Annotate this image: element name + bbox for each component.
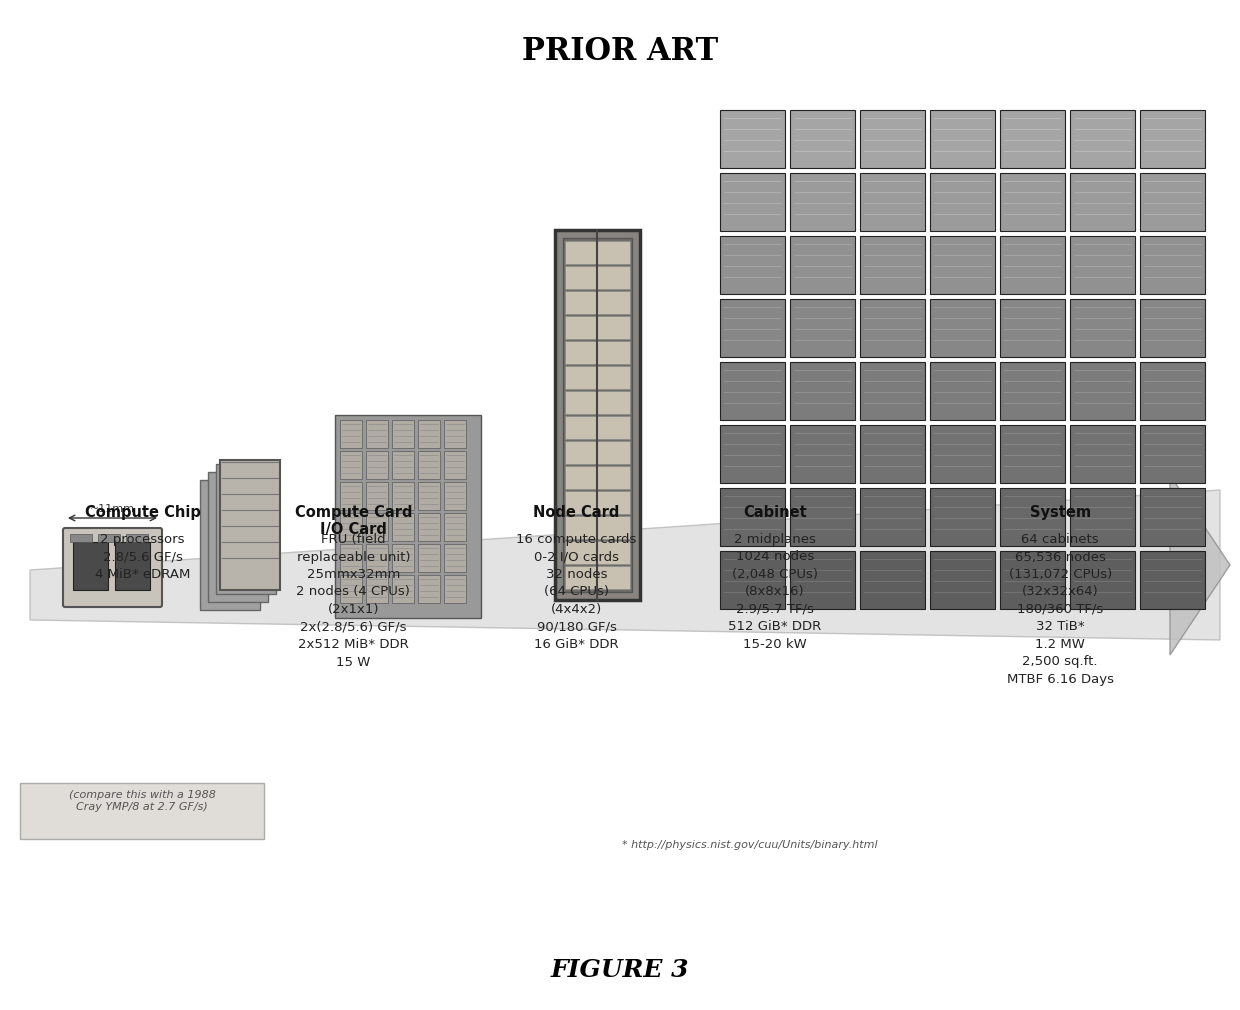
FancyBboxPatch shape [1140,299,1205,357]
FancyBboxPatch shape [999,488,1065,546]
FancyBboxPatch shape [216,464,277,594]
FancyBboxPatch shape [861,425,925,483]
FancyBboxPatch shape [999,425,1065,483]
FancyBboxPatch shape [1070,488,1135,546]
FancyBboxPatch shape [444,482,466,510]
FancyBboxPatch shape [999,236,1065,294]
FancyBboxPatch shape [930,488,994,546]
FancyBboxPatch shape [418,544,440,572]
FancyBboxPatch shape [418,482,440,510]
FancyBboxPatch shape [1070,299,1135,357]
FancyBboxPatch shape [1140,110,1205,168]
FancyBboxPatch shape [563,238,632,592]
FancyBboxPatch shape [790,236,856,294]
Text: Compute Chip: Compute Chip [84,505,201,520]
FancyBboxPatch shape [392,575,414,603]
Polygon shape [30,490,1220,640]
FancyBboxPatch shape [1140,173,1205,231]
FancyBboxPatch shape [219,460,280,590]
FancyBboxPatch shape [1070,173,1135,231]
FancyBboxPatch shape [1070,236,1135,294]
FancyBboxPatch shape [861,299,925,357]
FancyBboxPatch shape [1140,362,1205,420]
FancyBboxPatch shape [930,425,994,483]
FancyBboxPatch shape [565,291,630,314]
FancyBboxPatch shape [565,416,630,439]
FancyBboxPatch shape [790,362,856,420]
Text: Node Card: Node Card [533,505,620,520]
FancyBboxPatch shape [861,488,925,546]
FancyBboxPatch shape [73,542,108,590]
FancyBboxPatch shape [556,230,640,600]
FancyBboxPatch shape [720,173,785,231]
Text: Cabinet: Cabinet [743,505,807,520]
Text: * http://physics.nist.gov/cuu/Units/binary.html: * http://physics.nist.gov/cuu/Units/bina… [622,840,878,850]
Text: PRIOR ART: PRIOR ART [522,36,718,68]
Text: 16 compute cards
0-2 I/O cards
32 nodes
(64 CPUs)
(4x4x2)
90/180 GF/s
16 GiB* DD: 16 compute cards 0-2 I/O cards 32 nodes … [516,533,637,651]
FancyBboxPatch shape [790,299,856,357]
FancyBboxPatch shape [930,110,994,168]
FancyBboxPatch shape [444,451,466,479]
Text: FRU (field
replaceable unit)
25mmx32mm
2 nodes (4 CPUs)
(2x1x1)
2x(2.8/5.6) GF/s: FRU (field replaceable unit) 25mmx32mm 2… [296,533,410,669]
FancyBboxPatch shape [1140,236,1205,294]
FancyBboxPatch shape [565,466,630,489]
FancyBboxPatch shape [861,551,925,609]
FancyBboxPatch shape [861,173,925,231]
FancyBboxPatch shape [444,575,466,603]
Polygon shape [1171,475,1230,655]
FancyBboxPatch shape [392,420,414,448]
FancyBboxPatch shape [720,299,785,357]
FancyBboxPatch shape [565,391,630,414]
FancyBboxPatch shape [790,173,856,231]
FancyBboxPatch shape [1140,551,1205,609]
FancyBboxPatch shape [418,513,440,541]
FancyBboxPatch shape [999,110,1065,168]
FancyBboxPatch shape [999,173,1065,231]
FancyBboxPatch shape [861,236,925,294]
FancyBboxPatch shape [565,366,630,389]
FancyBboxPatch shape [340,420,362,448]
FancyBboxPatch shape [392,544,414,572]
FancyBboxPatch shape [366,451,388,479]
Text: ~11mm: ~11mm [91,504,135,514]
FancyBboxPatch shape [1070,425,1135,483]
FancyBboxPatch shape [115,542,150,590]
FancyBboxPatch shape [790,488,856,546]
FancyBboxPatch shape [366,420,388,448]
FancyBboxPatch shape [790,551,856,609]
FancyBboxPatch shape [720,362,785,420]
FancyBboxPatch shape [340,513,362,541]
FancyBboxPatch shape [444,544,466,572]
FancyBboxPatch shape [20,783,264,839]
FancyBboxPatch shape [340,482,362,510]
FancyBboxPatch shape [1070,362,1135,420]
FancyBboxPatch shape [720,551,785,609]
FancyBboxPatch shape [392,482,414,510]
FancyBboxPatch shape [340,544,362,572]
FancyBboxPatch shape [720,110,785,168]
FancyBboxPatch shape [366,482,388,510]
FancyBboxPatch shape [565,491,630,514]
FancyBboxPatch shape [720,488,785,546]
FancyBboxPatch shape [930,173,994,231]
FancyBboxPatch shape [335,415,481,618]
FancyBboxPatch shape [444,513,466,541]
Text: System: System [1029,505,1091,520]
FancyBboxPatch shape [999,362,1065,420]
FancyBboxPatch shape [444,420,466,448]
Text: 64 cabinets
65,536 nodes
(131,072 CPUs)
(32x32x64)
180/360 TF/s
32 TiB*
1.2 MW
2: 64 cabinets 65,536 nodes (131,072 CPUs) … [1007,533,1114,686]
FancyBboxPatch shape [720,425,785,483]
FancyBboxPatch shape [930,299,994,357]
Text: (compare this with a 1988
Cray YMP/8 at 2.7 GF/s): (compare this with a 1988 Cray YMP/8 at … [68,790,216,812]
FancyBboxPatch shape [1070,110,1135,168]
FancyBboxPatch shape [63,528,162,607]
FancyBboxPatch shape [418,575,440,603]
FancyBboxPatch shape [200,480,260,610]
FancyBboxPatch shape [1140,425,1205,483]
FancyBboxPatch shape [418,420,440,448]
FancyBboxPatch shape [126,534,148,542]
FancyBboxPatch shape [392,451,414,479]
FancyBboxPatch shape [999,299,1065,357]
FancyBboxPatch shape [861,362,925,420]
FancyBboxPatch shape [565,316,630,339]
